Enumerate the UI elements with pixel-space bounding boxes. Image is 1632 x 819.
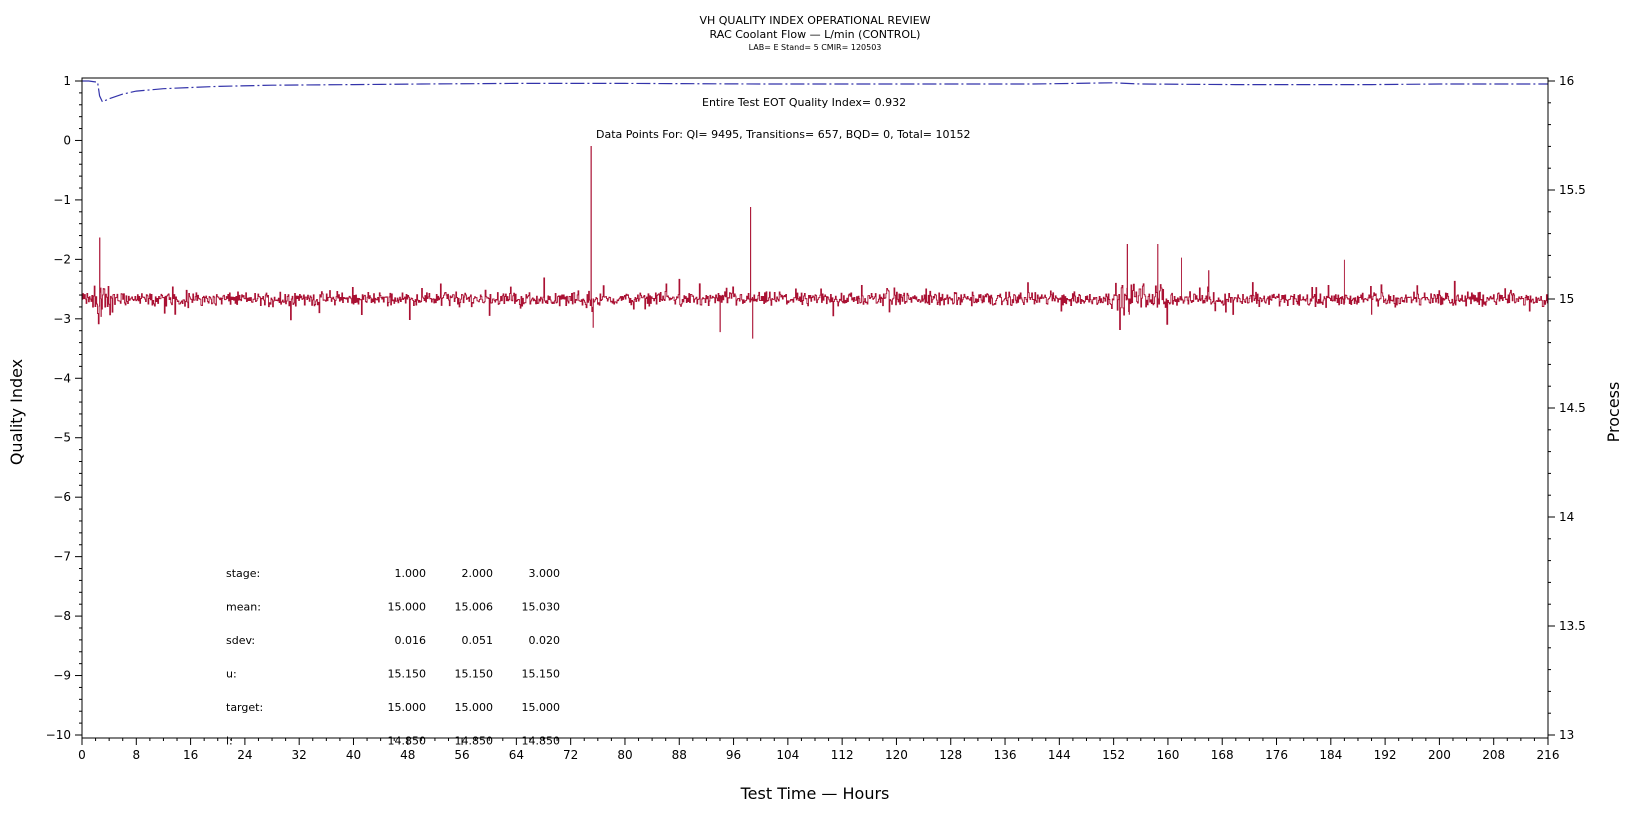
x-tick-label: 48 <box>400 748 415 762</box>
y-tick-label: −3 <box>53 312 71 326</box>
x-tick-label: 72 <box>563 748 578 762</box>
stats-value: 14.850 <box>455 735 494 748</box>
stats-value: 1.000 <box>395 567 427 580</box>
y2-tick-label: 13.5 <box>1559 619 1586 633</box>
y2-tick-label: 16 <box>1559 74 1574 88</box>
stats-label: sdev: <box>226 634 255 647</box>
x-tick-label: 64 <box>509 748 524 762</box>
x-tick-label: 24 <box>237 748 252 762</box>
y2-axis-label: Process <box>1604 382 1623 443</box>
y-tick-label: −2 <box>53 252 71 266</box>
stats-value: 15.150 <box>522 668 561 681</box>
x-tick-label: 32 <box>292 748 307 762</box>
x-tick-label: 168 <box>1211 748 1234 762</box>
y-tick-label: −10 <box>46 728 71 742</box>
x-tick-label: 112 <box>831 748 854 762</box>
x-tick-label: 128 <box>939 748 962 762</box>
x-tick-label: 88 <box>672 748 687 762</box>
x-tick-label: 16 <box>183 748 198 762</box>
x-tick-label: 208 <box>1482 748 1505 762</box>
chart-info-line: LAB= E Stand= 5 CMIR= 120503 <box>749 43 882 52</box>
x-tick-label: 200 <box>1428 748 1451 762</box>
y-tick-label: −6 <box>53 490 71 504</box>
eot-quality-index-note: Entire Test EOT Quality Index= 0.932 <box>702 96 906 109</box>
y-tick-label: −1 <box>53 193 71 207</box>
plot-frame <box>81 77 1549 739</box>
y-tick-label: −9 <box>53 669 71 683</box>
stats-label: target: <box>226 701 263 714</box>
stats-value: 15.006 <box>455 601 494 614</box>
x-tick-label: 216 <box>1537 748 1560 762</box>
stats-value: 0.016 <box>395 634 427 647</box>
chart-title: VH QUALITY INDEX OPERATIONAL REVIEW <box>699 14 930 27</box>
stats-label: u: <box>226 668 237 681</box>
stats-value: 15.030 <box>522 601 561 614</box>
stats-value: 15.000 <box>388 601 427 614</box>
x-tick-label: 120 <box>885 748 908 762</box>
stats-value: 15.150 <box>388 668 427 681</box>
y-tick-label: 1 <box>63 74 71 88</box>
x-axis-label: Test Time — Hours <box>740 784 890 803</box>
x-tick-label: 8 <box>132 748 140 762</box>
y2-tick-label: 15.5 <box>1559 183 1586 197</box>
x-tick-label: 144 <box>1048 748 1071 762</box>
stats-value: 15.000 <box>455 701 494 714</box>
x-tick-label: 104 <box>776 748 799 762</box>
x-tick-label: 184 <box>1319 748 1342 762</box>
stats-value: 3.000 <box>529 567 561 580</box>
y2-tick-label: 14 <box>1559 510 1574 524</box>
x-tick-label: 80 <box>617 748 632 762</box>
stats-value: 0.051 <box>462 634 494 647</box>
y-tick-label: 0 <box>63 133 71 147</box>
stats-value: 2.000 <box>462 567 494 580</box>
stats-value: 15.000 <box>388 701 427 714</box>
x-tick-label: 176 <box>1265 748 1288 762</box>
stats-value: 14.850 <box>522 735 561 748</box>
y-axis-label: Quality Index <box>7 359 26 465</box>
y2-tick-label: 14.5 <box>1559 401 1586 415</box>
y2-tick-label: 15 <box>1559 292 1574 306</box>
data-points-note: Data Points For: QI= 9495, Transitions= … <box>596 128 971 141</box>
x-tick-label: 0 <box>78 748 86 762</box>
stats-value: 15.000 <box>522 701 561 714</box>
y2-tick-label: 13 <box>1559 728 1574 742</box>
y-tick-label: −4 <box>53 371 71 385</box>
stats-label: stage: <box>226 567 260 580</box>
x-tick-label: 160 <box>1156 748 1179 762</box>
stats-table: stage: 1.000 2.000 3.000 mean: 15.000 15.006 15… <box>226 567 560 748</box>
stats-value: 14.850 <box>388 735 427 748</box>
stats-label: l: <box>226 735 233 748</box>
x-tick-label: 56 <box>454 748 469 762</box>
stats-value: 0.020 <box>529 634 561 647</box>
process-line <box>82 145 1548 339</box>
stats-label: mean: <box>226 601 261 614</box>
x-tick-label: 96 <box>726 748 741 762</box>
y-tick-label: −5 <box>53 431 71 445</box>
x-tick-label: 192 <box>1374 748 1397 762</box>
x-tick-label: 40 <box>346 748 361 762</box>
x-tick-label: 136 <box>994 748 1017 762</box>
stats-value: 15.150 <box>455 668 494 681</box>
x-tick-label: 152 <box>1102 748 1125 762</box>
y-tick-label: −8 <box>53 609 71 623</box>
chart-subtitle: RAC Coolant Flow — L/min (CONTROL) <box>710 28 921 41</box>
y-tick-label: −7 <box>53 550 71 564</box>
